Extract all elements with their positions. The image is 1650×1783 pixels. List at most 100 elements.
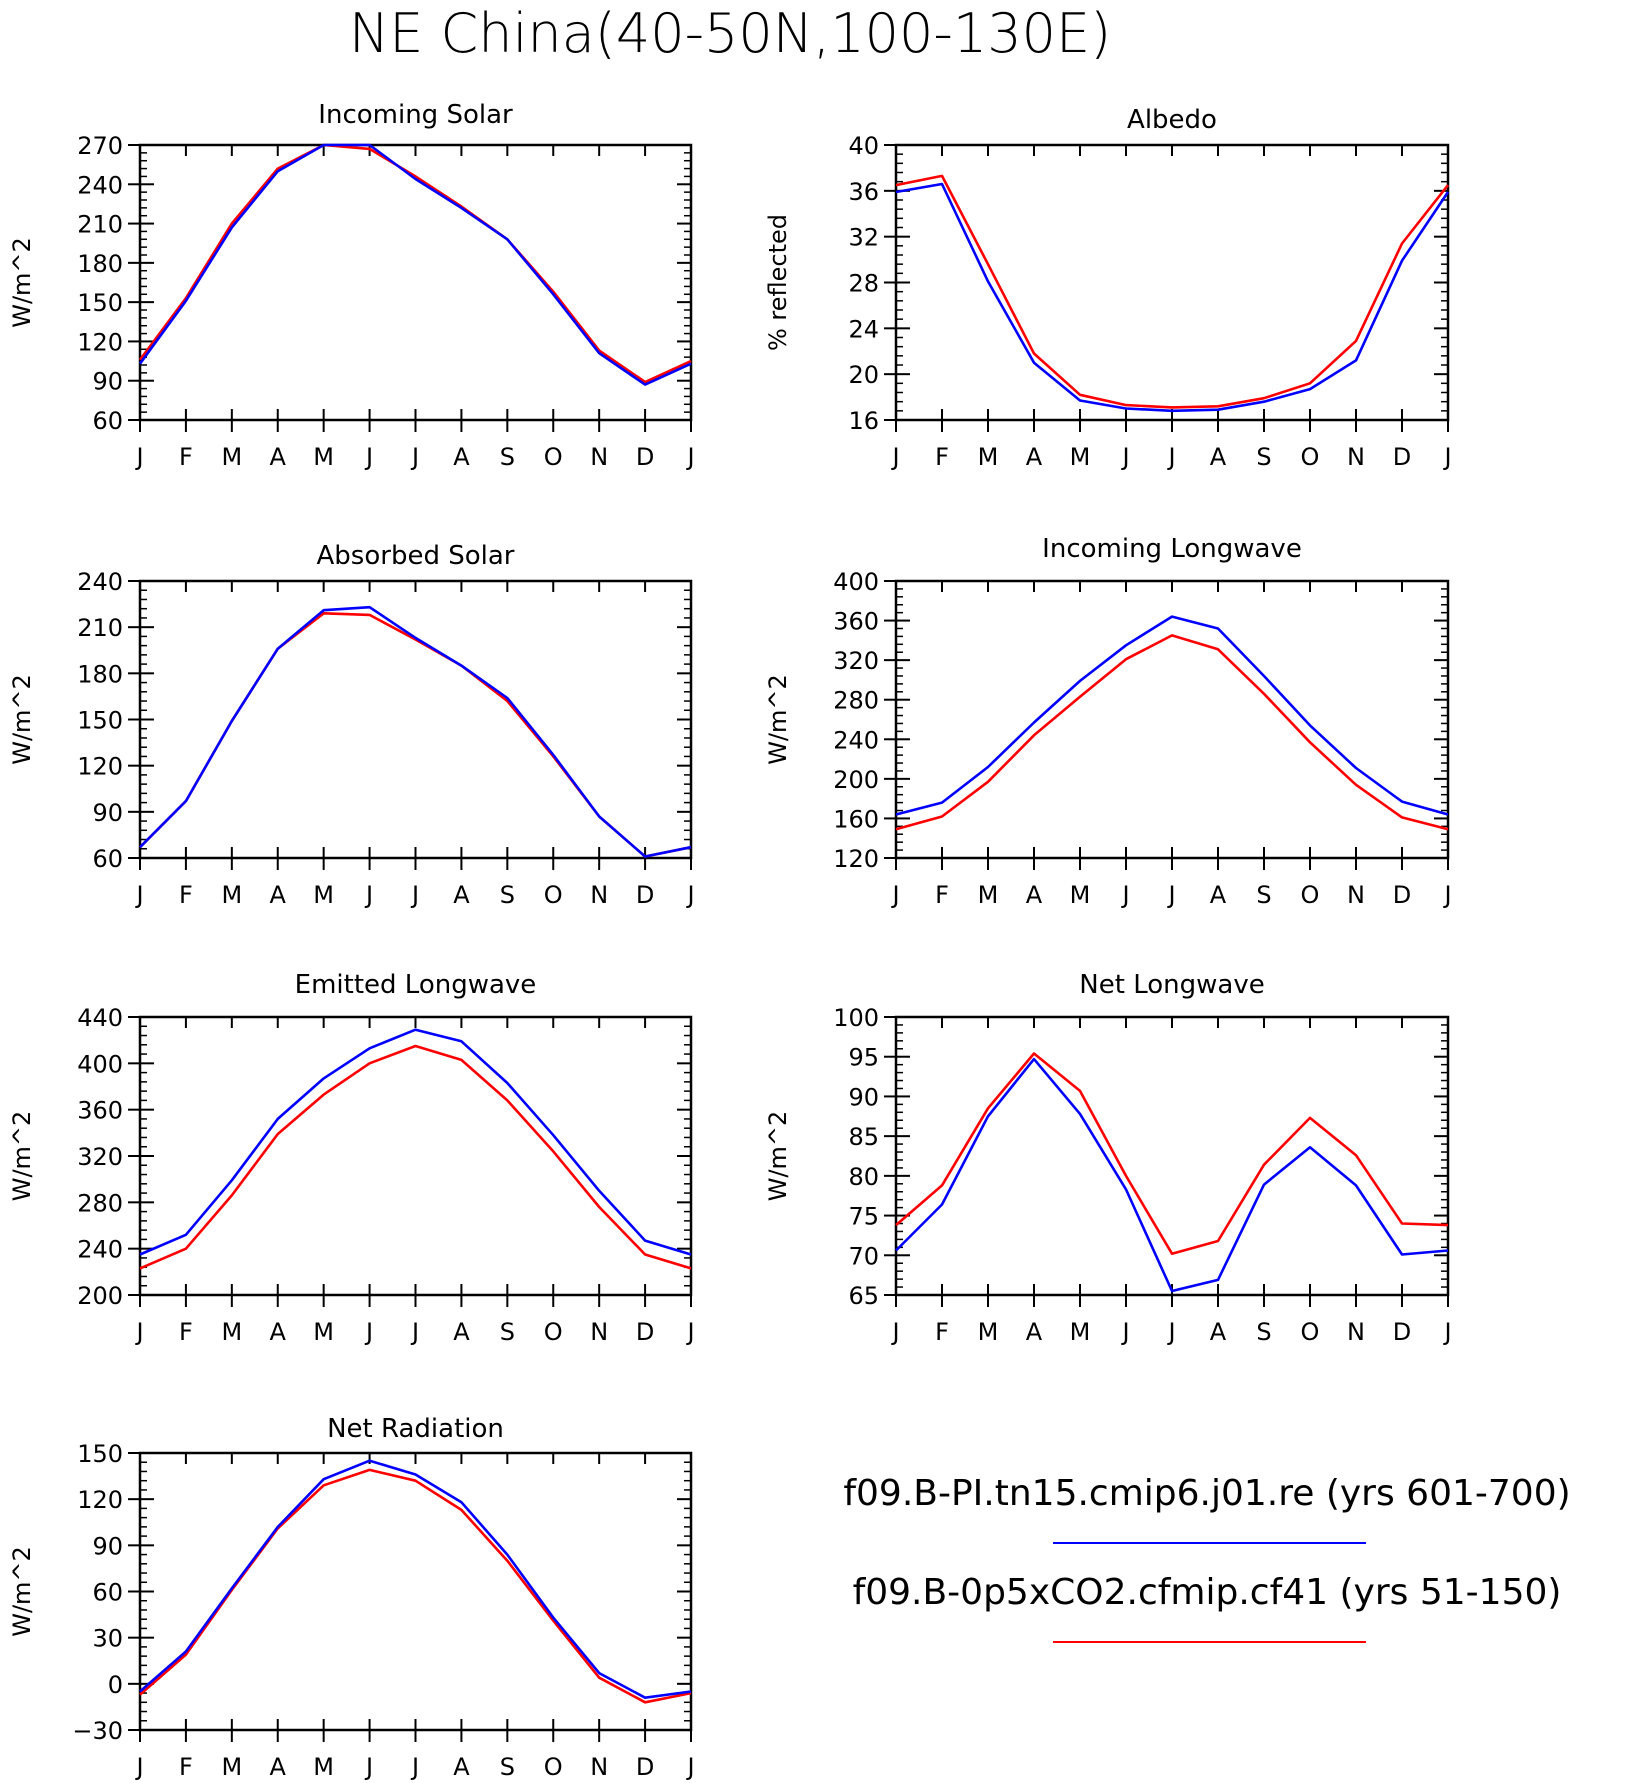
panel-title: Emitted Longwave [295,970,537,1000]
x-tick-label: A [1026,443,1043,471]
x-tick-label: S [1256,881,1271,909]
y-tick-label: 240 [77,568,123,596]
y-tick-label: 180 [77,250,123,278]
y-tick-label: 400 [77,1050,123,1078]
y-tick-label: 65 [848,1282,879,1310]
x-tick-label: J [1120,881,1129,909]
x-tick-label: M [1070,881,1091,909]
y-tick-label: 16 [848,407,879,435]
series-line-red [138,143,692,384]
x-tick-label: O [1301,1318,1320,1346]
y-tick-label: 85 [848,1123,879,1151]
x-tick-label: M [978,1318,999,1346]
y-tick-label: 90 [92,799,123,827]
x-tick-label: S [500,443,515,471]
series-line-blue [139,1459,692,1699]
y-tick-label: 60 [92,1579,123,1607]
x-tick-label: O [1301,881,1320,909]
x-tick-label: M [1070,443,1091,471]
y-tick-label: 360 [77,1097,123,1125]
x-tick-label: J [134,1318,143,1346]
panel-title: Incoming Solar [318,100,513,130]
y-tick-label: 90 [92,368,123,396]
y-axis-label: W/m^2 [764,1111,792,1202]
y-tick-label: 240 [833,726,879,754]
x-tick-label: J [890,1318,899,1346]
series-line-red [139,1044,692,1270]
y-tick-label: 320 [833,647,879,675]
panel-incoming-solar: J F M A M J J A S O N D J6090120150180210240270W/m^2… [8,100,695,471]
x-tick-label: F [935,881,949,909]
y-tick-label: 36 [848,178,879,206]
y-tick-label: 32 [848,224,879,252]
x-tick-label: A [1026,881,1043,909]
y-tick-label: 160 [833,805,879,833]
x-tick-label: M [221,1318,242,1346]
x-tick-label: J [1442,443,1451,471]
y-tick-label: 40 [848,132,879,160]
x-tick-label: M [221,881,242,909]
y-tick-label: 200 [833,766,879,794]
x-tick-label: A [270,1318,287,1346]
y-tick-label: 90 [848,1083,879,1111]
series-line-blue [895,182,1450,413]
x-tick-label: A [1026,1318,1043,1346]
plot-frame [894,143,1450,422]
y-tick-label: 120 [77,753,123,781]
series-line-blue [138,143,692,386]
x-tick-label: O [544,1753,563,1781]
x-tick-label: D [1393,881,1411,909]
x-tick-label: J [410,1753,419,1781]
y-axis-label: W/m^2 [8,674,36,765]
x-tick-label: J [685,881,694,909]
y-tick-label: 60 [92,845,123,873]
x-tick-label: A [453,1318,470,1346]
series-line-red [895,1052,1449,1255]
x-tick-label: J [134,1753,143,1781]
y-tick-label: 150 [77,289,123,317]
x-tick-label: N [590,881,608,909]
x-tick-label: A [1210,1318,1227,1346]
panel-emitted-longwave: J F M A M J J A S O N D J200240280320360400440W/m^2E… [8,970,695,1346]
x-tick-label: F [179,881,193,909]
x-tick-label: J [1166,1318,1175,1346]
y-tick-label: 240 [77,1236,123,1264]
x-tick-label: M [221,1753,242,1781]
y-tick-label: 120 [833,845,879,873]
series-line-blue [895,615,1449,816]
panel-title: Incoming Longwave [1042,534,1302,564]
x-tick-label: J [1120,1318,1129,1346]
y-tick-label: 280 [833,687,879,715]
x-tick-label: N [590,1318,608,1346]
x-tick-label: J [134,443,143,471]
x-tick-label: D [636,1318,654,1346]
x-tick-label: O [1301,443,1320,471]
x-tick-label: J [1166,881,1175,909]
y-tick-label: 120 [77,1486,123,1514]
plot-frame [138,143,693,422]
panels: J F M A M J J A S O N D J6090120150180210240270W/m^2… [8,100,1452,1781]
series-line-red [895,174,1450,409]
series-line-blue [895,1057,1449,1293]
x-tick-label: J [685,443,694,471]
x-tick-label: J [890,443,899,471]
y-axis-label: W/m^2 [8,1111,36,1202]
x-tick-label: S [500,881,515,909]
y-axis-label: W/m^2 [764,674,792,765]
x-tick-label: A [270,443,287,471]
plot-frame [894,579,1450,860]
x-tick-label: J [890,881,899,909]
y-tick-label: 320 [77,1143,123,1171]
x-tick-label: J [685,1318,694,1346]
x-tick-label: A [270,881,287,909]
x-tick-label: M [978,881,999,909]
series-line-red [895,634,1449,831]
x-tick-label: D [636,1753,654,1781]
y-tick-label: 95 [848,1044,879,1072]
y-tick-label: 180 [77,660,123,688]
x-tick-label: J [1120,443,1129,471]
panel-incoming-longwave: J F M A M J J A S O N D J120160200240280320360400W/m… [764,534,1452,909]
y-tick-label: 200 [77,1282,123,1310]
